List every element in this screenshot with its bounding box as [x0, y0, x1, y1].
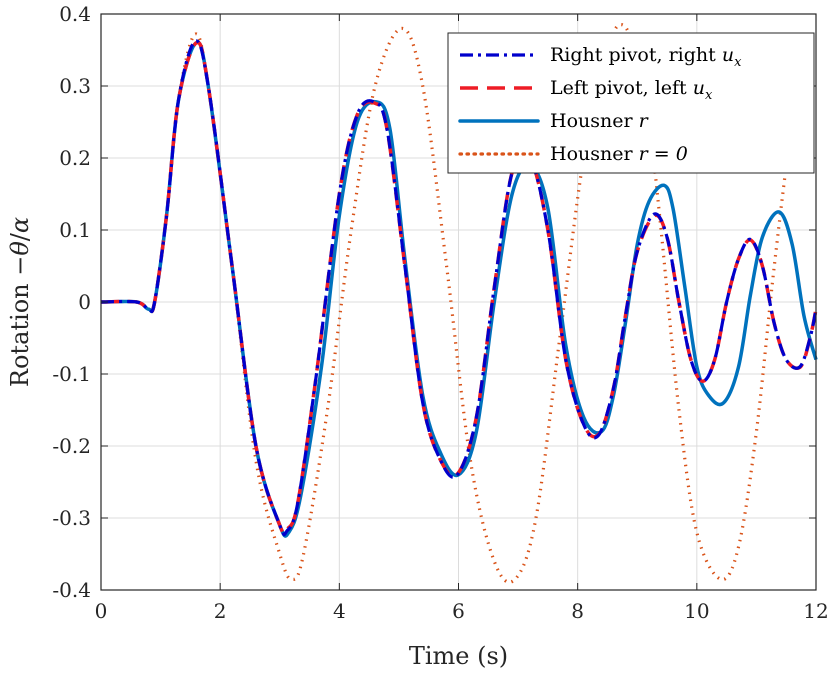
y-tick-label: -0.4 — [52, 578, 91, 602]
x-tick-label: 12 — [803, 599, 828, 623]
y-tick-label: -0.3 — [52, 506, 91, 530]
axis-ticks: 0 2 4 6 8 10 12 -0.4 -0.3 -0.2 -0.1 0 0.1 0.2 0.3 0.4 — [52, 2, 828, 623]
x-tick-label: 0 — [95, 599, 108, 623]
plot-series — [100, 23, 818, 584]
series-line-right-pivot-right-u-x — [100, 39, 818, 537]
y-tick-label: -0.2 — [52, 434, 91, 458]
legend-label: Housner r = 0 — [550, 143, 688, 165]
x-tick-label: 10 — [684, 599, 709, 623]
legend: Right pivot, right ux Left pivot, left ux… — [447, 32, 815, 174]
x-axis-label: Time (s) — [409, 642, 508, 670]
legend-label: Left pivot, left ux — [550, 77, 713, 103]
legend-label: Housner r — [550, 110, 650, 132]
y-tick-label: -0.1 — [52, 362, 91, 386]
y-axis-label: Rotation −θ/α — [6, 217, 34, 387]
y-tick-label: 0.1 — [59, 218, 91, 242]
x-tick-label: 8 — [571, 599, 584, 623]
x-tick-label: 2 — [214, 599, 227, 623]
y-tick-label: 0.2 — [59, 146, 91, 170]
legend-label: Right pivot, right ux — [550, 44, 742, 70]
legend-box — [447, 32, 815, 174]
y-tick-label: 0.3 — [59, 74, 91, 98]
x-tick-label: 6 — [452, 599, 465, 623]
y-tick-label: 0.4 — [59, 2, 91, 26]
y-tick-label: 0 — [78, 290, 91, 314]
x-tick-label: 4 — [333, 599, 346, 623]
